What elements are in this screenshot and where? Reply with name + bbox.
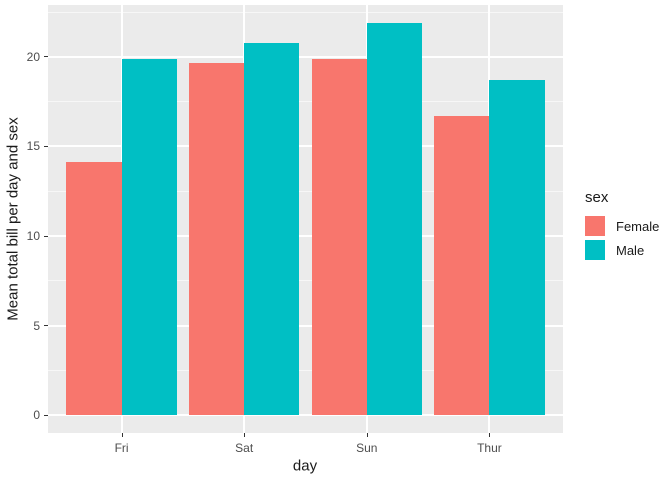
legend-swatch-male-icon	[585, 240, 605, 260]
y-tick-mark	[44, 145, 48, 147]
gridline-minor	[48, 11, 563, 13]
legend-items: Female Male	[585, 216, 659, 260]
bar-male-thur	[489, 80, 545, 416]
bar-female-sat	[189, 62, 245, 416]
legend-item-male: Male	[585, 240, 659, 260]
bar-male-fri	[121, 59, 177, 416]
y-tick-mark	[44, 56, 48, 58]
y-tick-label: 20	[26, 49, 40, 64]
x-tick-mark	[489, 433, 491, 437]
y-tick-mark	[44, 325, 48, 327]
gridline-major	[48, 145, 563, 148]
gridline-minor	[48, 280, 563, 282]
y-tick-label: 5	[33, 318, 40, 333]
gridline-major	[48, 324, 563, 327]
legend-item-label: Male	[616, 242, 645, 258]
x-axis-title: day	[292, 457, 318, 475]
plot-panel	[48, 5, 563, 433]
legend: sex Female Male	[585, 189, 659, 264]
bar-female-sun	[311, 59, 367, 416]
y-tick-mark	[44, 235, 48, 237]
x-tick-label: Sun	[356, 441, 378, 455]
bar-male-sat	[244, 42, 300, 416]
legend-swatch-female-icon	[585, 216, 605, 236]
gridline-minor	[48, 101, 563, 103]
x-tick-label: Fri	[114, 441, 129, 455]
x-tick-label: Thur	[477, 441, 502, 455]
x-tick-label: Sat	[235, 441, 254, 455]
bar-female-thur	[434, 115, 490, 416]
x-tick-mark	[121, 433, 123, 437]
gridline-minor	[48, 369, 563, 371]
legend-item-label: Female	[616, 218, 660, 234]
bar-female-fri	[66, 161, 122, 416]
x-tick-mark	[244, 433, 246, 437]
legend-item-female: Female	[585, 216, 659, 236]
y-tick-label: 15	[26, 139, 40, 154]
legend-title: sex	[585, 189, 609, 206]
gridline-major	[48, 55, 563, 58]
bar-male-sun	[366, 23, 422, 416]
y-tick-mark	[44, 414, 48, 416]
x-tick-mark	[366, 433, 368, 437]
y-tick-label: 0	[33, 408, 40, 423]
y-tick-label: 10	[26, 229, 40, 243]
gridline-major	[48, 235, 563, 237]
gridline-minor	[48, 190, 563, 192]
gridline-major	[48, 414, 563, 417]
